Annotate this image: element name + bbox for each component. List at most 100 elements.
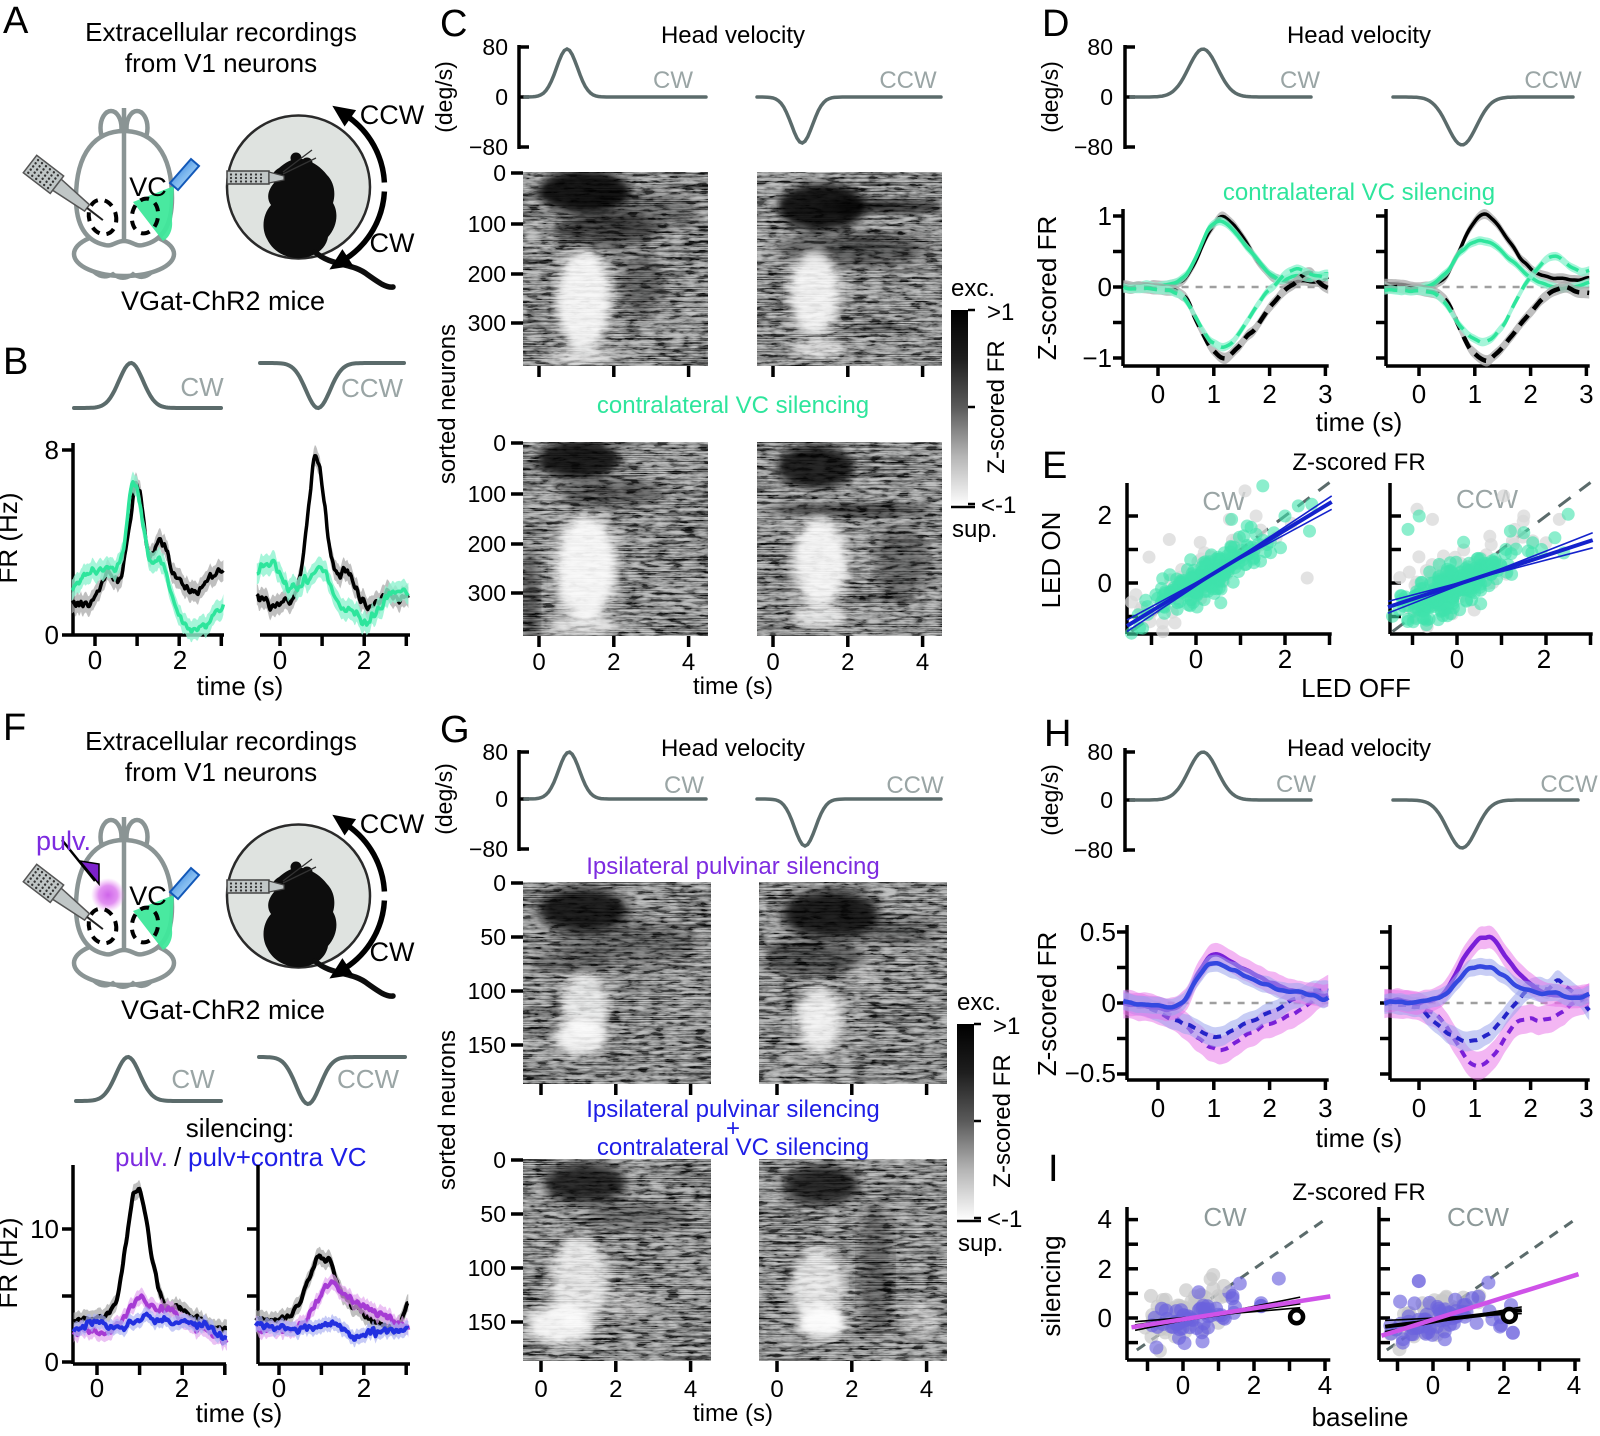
svg-text:FR (Hz): FR (Hz) bbox=[0, 1218, 23, 1309]
svg-text:2: 2 bbox=[1098, 500, 1112, 530]
svg-text:0: 0 bbox=[532, 649, 545, 676]
svg-text:−80: −80 bbox=[469, 836, 508, 862]
svg-text:300: 300 bbox=[468, 580, 506, 606]
svg-text:CW: CW bbox=[664, 772, 704, 799]
svg-text:Ipsilateral pulvinar silencing: Ipsilateral pulvinar silencing bbox=[586, 853, 879, 880]
svg-text:(deg/s): (deg/s) bbox=[1037, 764, 1063, 836]
svg-text:>1: >1 bbox=[987, 299, 1014, 326]
svg-text:150: 150 bbox=[468, 1032, 506, 1058]
svg-text:2: 2 bbox=[1098, 1254, 1112, 1284]
svg-text:−80: −80 bbox=[1074, 837, 1113, 863]
svg-text:0: 0 bbox=[1098, 1303, 1112, 1333]
svg-text:sorted neurons: sorted neurons bbox=[434, 324, 461, 484]
svg-text:50: 50 bbox=[480, 924, 506, 950]
svg-text:CW: CW bbox=[1280, 67, 1320, 94]
svg-text:contralateral VC silencing: contralateral VC silencing bbox=[597, 1134, 869, 1161]
svg-text:Extracellular recordings: Extracellular recordings bbox=[85, 17, 357, 47]
svg-text:pulv+contra VC: pulv+contra VC bbox=[188, 1142, 366, 1172]
svg-text:2: 2 bbox=[1247, 1370, 1261, 1400]
svg-text:CCW: CCW bbox=[1540, 771, 1598, 798]
svg-text:50: 50 bbox=[480, 1201, 506, 1227]
svg-text:0: 0 bbox=[495, 786, 508, 812]
svg-text:CW: CW bbox=[370, 228, 415, 258]
svg-text:0: 0 bbox=[493, 870, 506, 896]
svg-text:0: 0 bbox=[45, 1347, 59, 1377]
svg-text:0: 0 bbox=[1151, 379, 1165, 409]
svg-text:Ipsilateral pulvinar silencing: Ipsilateral pulvinar silencing bbox=[586, 1096, 879, 1123]
svg-text:3: 3 bbox=[1318, 1093, 1332, 1123]
svg-text:(deg/s): (deg/s) bbox=[431, 763, 457, 835]
svg-text:0: 0 bbox=[1098, 272, 1112, 302]
svg-text:0: 0 bbox=[1426, 1370, 1440, 1400]
svg-text:A: A bbox=[3, 0, 29, 42]
svg-text:Z-scored FR: Z-scored FR bbox=[1292, 449, 1425, 476]
svg-text:2: 2 bbox=[1537, 644, 1551, 674]
svg-text:sorted neurons: sorted neurons bbox=[434, 1030, 461, 1190]
svg-text:from V1 neurons: from V1 neurons bbox=[125, 48, 317, 78]
svg-text:0: 0 bbox=[45, 620, 59, 650]
svg-text:/: / bbox=[174, 1142, 182, 1172]
svg-text:4: 4 bbox=[684, 1376, 697, 1403]
svg-text:0: 0 bbox=[495, 84, 508, 110]
svg-text:time (s): time (s) bbox=[196, 1398, 283, 1428]
svg-text:2: 2 bbox=[1278, 644, 1292, 674]
svg-text:100: 100 bbox=[468, 211, 506, 237]
svg-text:Head velocity: Head velocity bbox=[1287, 22, 1431, 49]
svg-text:contralateral VC silencing: contralateral VC silencing bbox=[597, 392, 869, 419]
svg-text:2: 2 bbox=[1262, 1093, 1276, 1123]
svg-text:(deg/s): (deg/s) bbox=[431, 61, 457, 133]
svg-text:time (s): time (s) bbox=[693, 1400, 773, 1427]
svg-text:2: 2 bbox=[841, 649, 854, 676]
svg-text:CCW: CCW bbox=[337, 1064, 400, 1094]
svg-text:1: 1 bbox=[1468, 379, 1482, 409]
svg-text:(deg/s): (deg/s) bbox=[1037, 61, 1063, 133]
svg-text:exc.: exc. bbox=[957, 989, 1001, 1016]
svg-text:Z-scored FR: Z-scored FR bbox=[983, 340, 1010, 473]
svg-text:−1: −1 bbox=[1082, 343, 1112, 373]
svg-text:2: 2 bbox=[357, 645, 371, 675]
svg-text:CCW: CCW bbox=[360, 100, 425, 130]
svg-text:0: 0 bbox=[1151, 1093, 1165, 1123]
svg-text:VGat-ChR2 mice: VGat-ChR2 mice bbox=[121, 995, 325, 1025]
svg-text:H: H bbox=[1044, 713, 1071, 755]
svg-text:200: 200 bbox=[468, 531, 506, 557]
svg-text:<-1: <-1 bbox=[987, 1206, 1022, 1233]
svg-text:4: 4 bbox=[1098, 1204, 1112, 1234]
svg-text:sup.: sup. bbox=[958, 1230, 1003, 1257]
svg-text:CCW: CCW bbox=[886, 772, 944, 799]
svg-text:Z-scored FR: Z-scored FR bbox=[1032, 932, 1062, 1076]
svg-text:Z-scored FR: Z-scored FR bbox=[989, 1054, 1016, 1187]
svg-text:Z-scored FR: Z-scored FR bbox=[1032, 216, 1062, 360]
svg-text:exc.: exc. bbox=[951, 275, 995, 302]
svg-text:0.5: 0.5 bbox=[1080, 917, 1116, 947]
svg-text:G: G bbox=[440, 709, 470, 751]
svg-text:80: 80 bbox=[482, 739, 508, 765]
svg-text:0: 0 bbox=[493, 430, 506, 456]
svg-text:1: 1 bbox=[1468, 1093, 1482, 1123]
svg-text:2: 2 bbox=[173, 645, 187, 675]
svg-text:4: 4 bbox=[1318, 1370, 1332, 1400]
svg-text:0: 0 bbox=[766, 649, 779, 676]
svg-text:CCW: CCW bbox=[360, 809, 425, 839]
svg-text:2: 2 bbox=[357, 1373, 371, 1403]
svg-text:4: 4 bbox=[920, 1376, 933, 1403]
svg-text:3: 3 bbox=[1579, 379, 1593, 409]
svg-text:0: 0 bbox=[1100, 787, 1113, 813]
svg-text:3: 3 bbox=[1318, 379, 1332, 409]
svg-text:silencing:: silencing: bbox=[186, 1113, 294, 1143]
svg-text:80: 80 bbox=[1087, 34, 1113, 60]
svg-text:from V1 neurons: from V1 neurons bbox=[125, 757, 317, 787]
svg-text:CCW: CCW bbox=[341, 373, 404, 403]
svg-text:1: 1 bbox=[1207, 1093, 1221, 1123]
svg-text:200: 200 bbox=[468, 261, 506, 287]
svg-text:0: 0 bbox=[88, 645, 102, 675]
svg-text:D: D bbox=[1042, 3, 1069, 45]
svg-text:CCW: CCW bbox=[879, 67, 937, 94]
svg-text:1: 1 bbox=[1207, 379, 1221, 409]
svg-text:CW: CW bbox=[370, 937, 415, 967]
svg-text:2: 2 bbox=[845, 1376, 858, 1403]
svg-text:2: 2 bbox=[1262, 379, 1276, 409]
svg-text:<-1: <-1 bbox=[981, 492, 1016, 519]
svg-text:F: F bbox=[3, 707, 26, 749]
svg-text:100: 100 bbox=[468, 481, 506, 507]
